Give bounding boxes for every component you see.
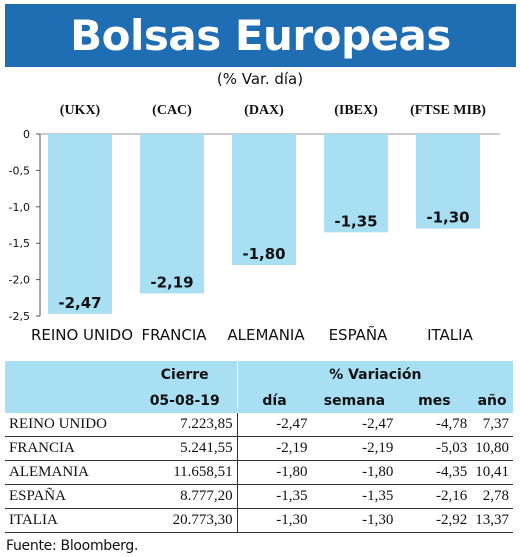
- index-label: (UKX): [60, 103, 101, 118]
- y-tick-label: -0,5: [9, 164, 30, 177]
- category-label: REINO UNIDO: [31, 326, 133, 344]
- title-banner: Bolsas Europeas: [5, 4, 516, 67]
- row-dia: -1,35: [237, 484, 312, 509]
- row-mes: -4,78: [397, 413, 472, 437]
- row-cierre: 20.773,30: [132, 508, 238, 533]
- row-dia: -1,30: [237, 508, 312, 533]
- row-mes: -5,03: [397, 436, 472, 461]
- row-dia: -1,80: [237, 460, 312, 485]
- table-header-empty-2: [5, 389, 133, 413]
- row-name: ITALIA: [5, 508, 133, 533]
- row-mes: -2,16: [397, 484, 472, 509]
- y-tick-label: -1,0: [9, 201, 30, 214]
- data-label: -1,30: [426, 209, 469, 227]
- row-name: ALEMANIA: [5, 460, 133, 485]
- header-cierre: Cierre: [132, 361, 238, 389]
- chart-subtitle: (% Var. día): [216, 70, 304, 88]
- bar: [232, 134, 296, 266]
- row-semana: -2,19: [311, 436, 398, 461]
- row-ano: 2,78: [471, 484, 513, 509]
- index-label: (CAC): [152, 103, 192, 118]
- table-header-row-1: Cierre % Variación: [5, 361, 513, 389]
- category-label: ESPAÑA: [329, 325, 389, 344]
- page-title: Bolsas Europeas: [70, 11, 451, 60]
- source-note: Fuente: Bloomberg.: [6, 538, 139, 554]
- table-row: ITALIA 20.773,30 -1,30 -1,30 -2,92 13,37: [5, 508, 513, 533]
- header-semana: semana: [311, 389, 398, 413]
- row-cierre: 8.777,20: [132, 484, 238, 509]
- data-label: -1,80: [242, 245, 285, 263]
- row-dia: -2,47: [237, 413, 312, 437]
- bar: [324, 134, 388, 233]
- bar: [416, 134, 480, 229]
- row-ano: 13,37: [471, 508, 513, 533]
- row-semana: -1,30: [311, 508, 398, 533]
- index-label: (IBEX): [334, 103, 378, 118]
- data-label: -1,35: [334, 212, 377, 230]
- row-ano: 10,80: [471, 436, 513, 461]
- row-name: ESPAÑA: [5, 484, 133, 509]
- row-semana: -2,47: [311, 413, 398, 437]
- data-table: Cierre % Variación 05-08-19 día semana m…: [5, 361, 513, 533]
- table-header-empty: [5, 361, 133, 389]
- table-row: ALEMANIA 11.658,51 -1,80 -1,80 -4,35 10,…: [5, 460, 513, 485]
- row-cierre: 7.223,85: [132, 413, 238, 437]
- row-dia: -2,19: [237, 436, 312, 461]
- table-row: ESPAÑA 8.777,20 -1,35 -1,35 -2,16 2,78: [5, 484, 513, 509]
- category-label: ITALIA: [427, 326, 473, 344]
- row-cierre: 5.241,55: [132, 436, 238, 461]
- index-label: (FTSE MIB): [410, 103, 486, 118]
- category-label: FRANCIA: [141, 326, 207, 344]
- bar-chart: 0 -0,5 -1,0 -1,5 -2,0 -2,5 (UKX) -2,47 REINO UNI…: [9, 103, 500, 344]
- header-mes: mes: [397, 389, 472, 413]
- header-dia: día: [237, 389, 312, 413]
- index-label: (DAX): [244, 103, 284, 118]
- header-date: 05-08-19: [132, 389, 238, 413]
- table-row: FRANCIA 5.241,55 -2,19 -2,19 -5,03 10,80: [5, 436, 513, 461]
- row-mes: -4,35: [397, 460, 472, 485]
- bar: [48, 134, 112, 314]
- header-variacion: % Variación: [237, 361, 513, 389]
- category-label: ALEMANIA: [227, 326, 305, 344]
- data-label: -2,47: [58, 294, 101, 312]
- data-label: -2,19: [150, 273, 193, 291]
- table-row: REINO UNIDO 7.223,85 -2,47 -2,47 -4,78 7…: [5, 413, 513, 437]
- table-header-row-2: 05-08-19 día semana mes año: [5, 389, 513, 413]
- y-tick-label: -1,5: [9, 237, 30, 250]
- row-ano: 7,37: [471, 413, 513, 437]
- row-mes: -2,92: [397, 508, 472, 533]
- y-tick-label: 0: [23, 128, 30, 141]
- row-name: FRANCIA: [5, 436, 133, 461]
- bar: [140, 134, 204, 294]
- header-ano: año: [471, 389, 513, 413]
- row-ano: 10,41: [471, 460, 513, 485]
- row-name: REINO UNIDO: [5, 413, 133, 437]
- y-tick-label: -2,0: [9, 274, 30, 287]
- row-cierre: 11.658,51: [132, 460, 238, 485]
- row-semana: -1,80: [311, 460, 398, 485]
- y-tick-label: -2,5: [9, 310, 30, 323]
- row-semana: -1,35: [311, 484, 398, 509]
